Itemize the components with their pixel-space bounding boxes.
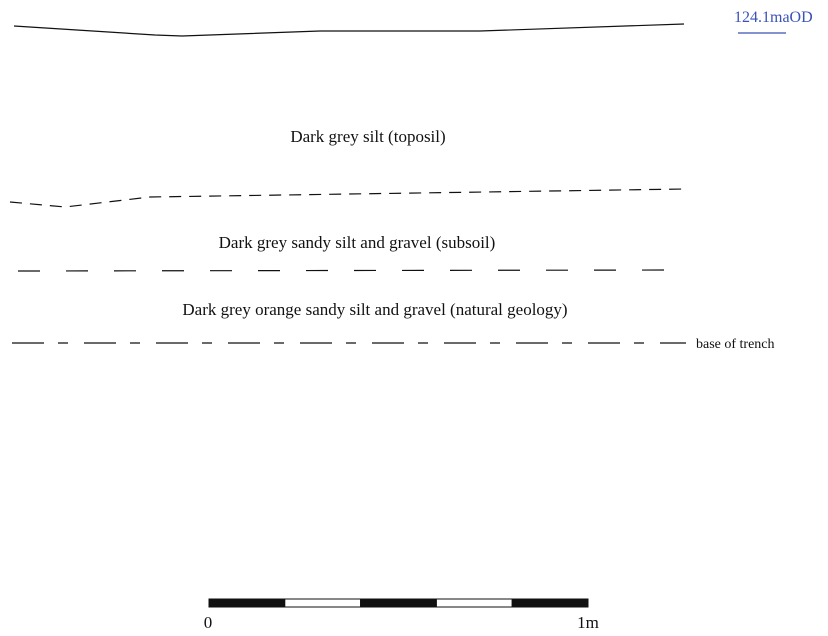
boundary-topsoil-subsoil [9, 188, 685, 208]
scale-end-label: 1m [577, 613, 599, 632]
ground-surface-line [13, 23, 685, 37]
scale-start-label: 0 [204, 613, 213, 632]
level-label: 124.1maOD [734, 9, 813, 26]
scale-bar-segment [511, 598, 589, 608]
layer-label-subsoil: Dark grey sandy silt and gravel (subsoil… [219, 233, 496, 252]
layer-label-topsoil: Dark grey silt (toposil) [290, 127, 445, 146]
scale-bar-segment [284, 598, 362, 608]
base-of-trench-label: base of trench [696, 337, 775, 352]
scale-bar-segment [360, 598, 437, 608]
scale-bar [208, 598, 589, 608]
scale-bar-segment [208, 598, 286, 608]
scale-bar-segment [435, 598, 513, 608]
layer-label-natural: Dark grey orange sandy silt and gravel (… [182, 300, 567, 319]
boundary-subsoil-natural [17, 269, 685, 272]
